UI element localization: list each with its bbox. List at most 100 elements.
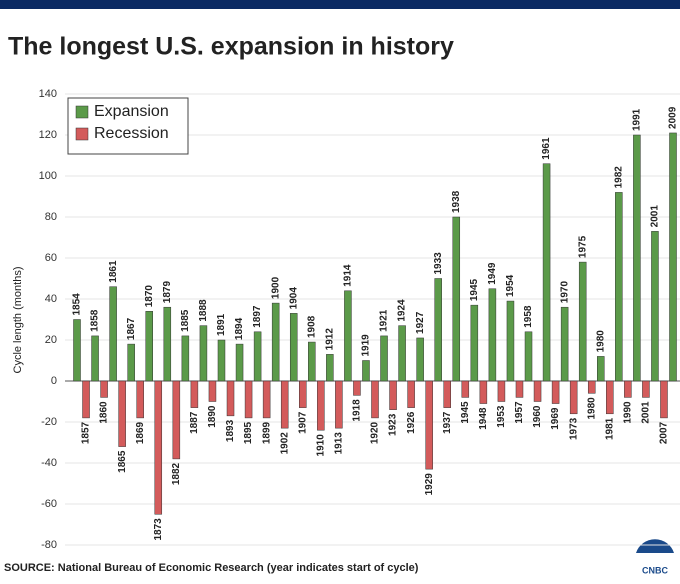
bar (660, 380, 668, 419)
bar-label: 1858 (90, 309, 101, 332)
y-tick-label: 20 (45, 334, 57, 346)
bar (226, 380, 235, 417)
bar-label: 1980 (586, 397, 597, 420)
bar (91, 335, 99, 382)
bar-label: 1953 (496, 405, 507, 428)
bar-label: 1869 (135, 421, 146, 444)
y-tick-label: -80 (41, 539, 57, 551)
bar (398, 325, 406, 382)
bar (253, 331, 262, 382)
bar-label: 1860 (99, 401, 110, 424)
bar-label: 1899 (261, 421, 272, 444)
bar-label: 1969 (550, 407, 561, 430)
bar-label: 1919 (361, 334, 372, 357)
bar (217, 339, 226, 382)
bar-label: 1948 (478, 407, 489, 430)
bar-label: 1873 (153, 518, 164, 541)
bar-label: 1914 (343, 264, 354, 287)
bar (407, 380, 415, 408)
bar (353, 380, 361, 396)
bar-label: 1970 (559, 281, 570, 304)
bar (597, 356, 605, 382)
bar (262, 380, 271, 419)
bar-label: 1894 (234, 317, 245, 340)
bar (181, 335, 190, 382)
bar (506, 300, 515, 382)
legend-label: Recession (94, 125, 169, 142)
bar-label: 1933 (433, 252, 444, 275)
bar (587, 380, 596, 394)
bar-label: 1920 (370, 421, 381, 444)
source: SOURCE: National Bureau of Economic Rese… (4, 562, 419, 574)
chart-title: The longest U.S. expansion in history (8, 33, 454, 61)
bar (163, 306, 172, 382)
bar (154, 380, 163, 515)
legend-swatch (75, 127, 89, 141)
bar-label: 1912 (324, 328, 335, 351)
bar-label: 1918 (352, 399, 363, 422)
bar-label: 1907 (297, 411, 308, 434)
bar (362, 360, 370, 382)
bar-label: 1975 (577, 235, 588, 258)
bar-label: 1949 (487, 262, 498, 285)
bar-label: 2007 (659, 421, 670, 444)
bar (235, 343, 244, 382)
bar-label: 1882 (171, 462, 182, 485)
bar (515, 380, 524, 398)
bar-label: 1938 (451, 190, 462, 213)
bar (389, 380, 397, 410)
bar (669, 132, 677, 382)
logo-text: CNBC (642, 565, 668, 575)
bar (335, 380, 343, 429)
bar (136, 380, 144, 419)
bar (569, 380, 578, 415)
bar-label: 1990 (622, 401, 633, 424)
bar (127, 343, 135, 382)
bar-label: 1854 (72, 293, 83, 316)
bar-label: 2009 (668, 106, 679, 129)
bar (317, 380, 325, 431)
bar-label: 1921 (379, 309, 390, 332)
bar (651, 231, 659, 382)
bar-label: 1945 (460, 401, 471, 424)
bar (524, 331, 533, 382)
top-bar (0, 0, 680, 9)
bar (624, 380, 632, 398)
y-tick-label: 80 (45, 211, 57, 223)
bar (443, 380, 451, 408)
bar-label: 1923 (388, 413, 399, 436)
bar (199, 325, 208, 382)
bar-label: 1945 (469, 278, 480, 301)
bar-label: 1887 (189, 411, 200, 434)
bar (578, 261, 587, 382)
legend-label: Expansion (94, 103, 169, 120)
bar-label: 1870 (144, 285, 155, 308)
bar (326, 354, 334, 382)
bar (642, 380, 650, 398)
bar (488, 288, 497, 382)
y-tick-label: 100 (39, 170, 57, 182)
bar (100, 380, 108, 398)
bar-label: 1927 (415, 311, 426, 334)
bar (560, 306, 569, 382)
legend-swatch (75, 105, 89, 119)
bar (542, 163, 551, 382)
bar-label: 1981 (604, 417, 615, 440)
bar-label: 1980 (595, 330, 606, 353)
bar (118, 380, 126, 447)
bar-label: 1973 (568, 417, 579, 440)
bar (416, 337, 424, 382)
bar-label: 1895 (243, 421, 254, 444)
bar (434, 278, 442, 382)
bar (82, 380, 90, 419)
bar (172, 380, 181, 460)
y-tick-label: -60 (41, 498, 57, 510)
bar (461, 380, 470, 398)
bar (289, 313, 298, 382)
bar-label: 1867 (126, 317, 137, 340)
bar (190, 380, 199, 408)
bar (299, 380, 307, 408)
bar-label: 1890 (207, 405, 218, 428)
bar-label: 1991 (632, 108, 643, 131)
bar (533, 380, 542, 402)
